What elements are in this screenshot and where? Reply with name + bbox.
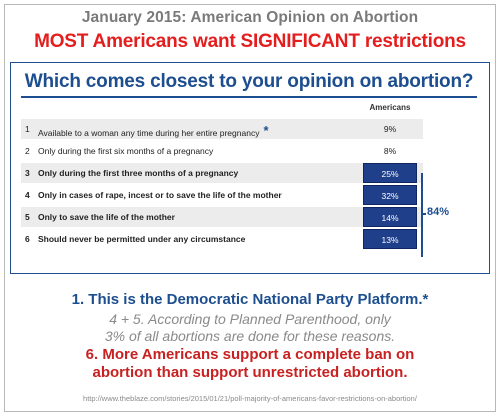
table-row: 2 Only during the first six months of a p… xyxy=(11,141,487,161)
row-value: 13% xyxy=(363,229,417,249)
note-6: 6. More Americans support a complete ban… xyxy=(0,346,500,382)
table-row: 4 Only in cases of rape, incest or to sav… xyxy=(11,185,487,205)
poll-table-panel: Which comes closest to your opinion on a… xyxy=(10,62,490,274)
row-band xyxy=(21,207,423,227)
note-4-5: 4 + 5. According to Planned Parenthood, … xyxy=(0,311,500,345)
row-label: Available to a woman any time during her… xyxy=(38,123,269,139)
note-4-5-line-b: 3% of all abortions are done for these r… xyxy=(104,328,396,344)
chart-title: Which comes closest to your opinion on a… xyxy=(24,71,474,92)
table-row: 1 Available to a woman any time during he… xyxy=(11,119,487,139)
row-label: Only to save the life of the mother xyxy=(38,212,175,222)
row-label-text: Only in cases of rape, incest or to save… xyxy=(38,190,282,200)
note-1: 1. This is the Democratic National Party… xyxy=(71,291,429,308)
row-label-text: Should never be permitted under any circ… xyxy=(38,234,246,244)
row-band xyxy=(21,163,423,183)
note-4-5-line-a: 4 + 5. According to Planned Parenthood, … xyxy=(109,311,391,327)
row-number: 5 xyxy=(25,212,30,222)
row-label-text: Only during the first three months of a … xyxy=(38,168,239,178)
note-6-line-b: abortion than support unrestricted abort… xyxy=(92,364,408,381)
row-number: 1 xyxy=(25,124,30,134)
table-row: 5 Only to save the life of the mother 14% xyxy=(11,207,487,227)
source-url: http://www.theblaze.com/stories/2015/01/… xyxy=(83,394,417,403)
row-value: 8% xyxy=(383,146,397,156)
bracket-total-label: 84% xyxy=(427,206,450,218)
row-label-text: Only to save the life of the mother xyxy=(38,212,175,222)
header-date-title: January 2015: American Opinion on Aborti… xyxy=(81,9,419,26)
row-label-text: Only during the first six months of a pr… xyxy=(38,146,214,156)
row-label-text: Available to a woman any time during her… xyxy=(38,128,260,138)
header-main-claim: MOST Americans want SIGNIFICANT restrict… xyxy=(34,31,466,52)
row-value: 14% xyxy=(363,207,417,227)
row-band xyxy=(21,119,423,139)
row-number: 4 xyxy=(25,190,30,200)
note-6-line-a: 6. More Americans support a complete ban… xyxy=(85,346,415,363)
row-value: 25% xyxy=(363,163,417,183)
column-header-americans: Americans xyxy=(369,103,411,112)
table-row: 6 Should never be permitted under any cir… xyxy=(11,229,487,249)
row-label: Only in cases of rape, incest or to save… xyxy=(38,190,282,200)
row-label: Should never be permitted under any circ… xyxy=(38,234,245,244)
bracket-tick xyxy=(421,213,426,215)
bracket-line xyxy=(421,173,423,257)
row-number: 2 xyxy=(25,146,30,156)
row-label: Only during the first three months of a … xyxy=(38,168,238,178)
row-label: Only during the first six months of a pr… xyxy=(38,146,213,156)
row-value: 32% xyxy=(363,185,417,205)
title-divider xyxy=(21,96,477,98)
footnote-star-icon: * xyxy=(263,123,269,138)
row-value: 9% xyxy=(383,124,397,134)
row-number: 3 xyxy=(25,168,30,178)
row-number: 6 xyxy=(25,234,30,244)
table-row: 3 Only during the first three months of a… xyxy=(11,163,487,183)
